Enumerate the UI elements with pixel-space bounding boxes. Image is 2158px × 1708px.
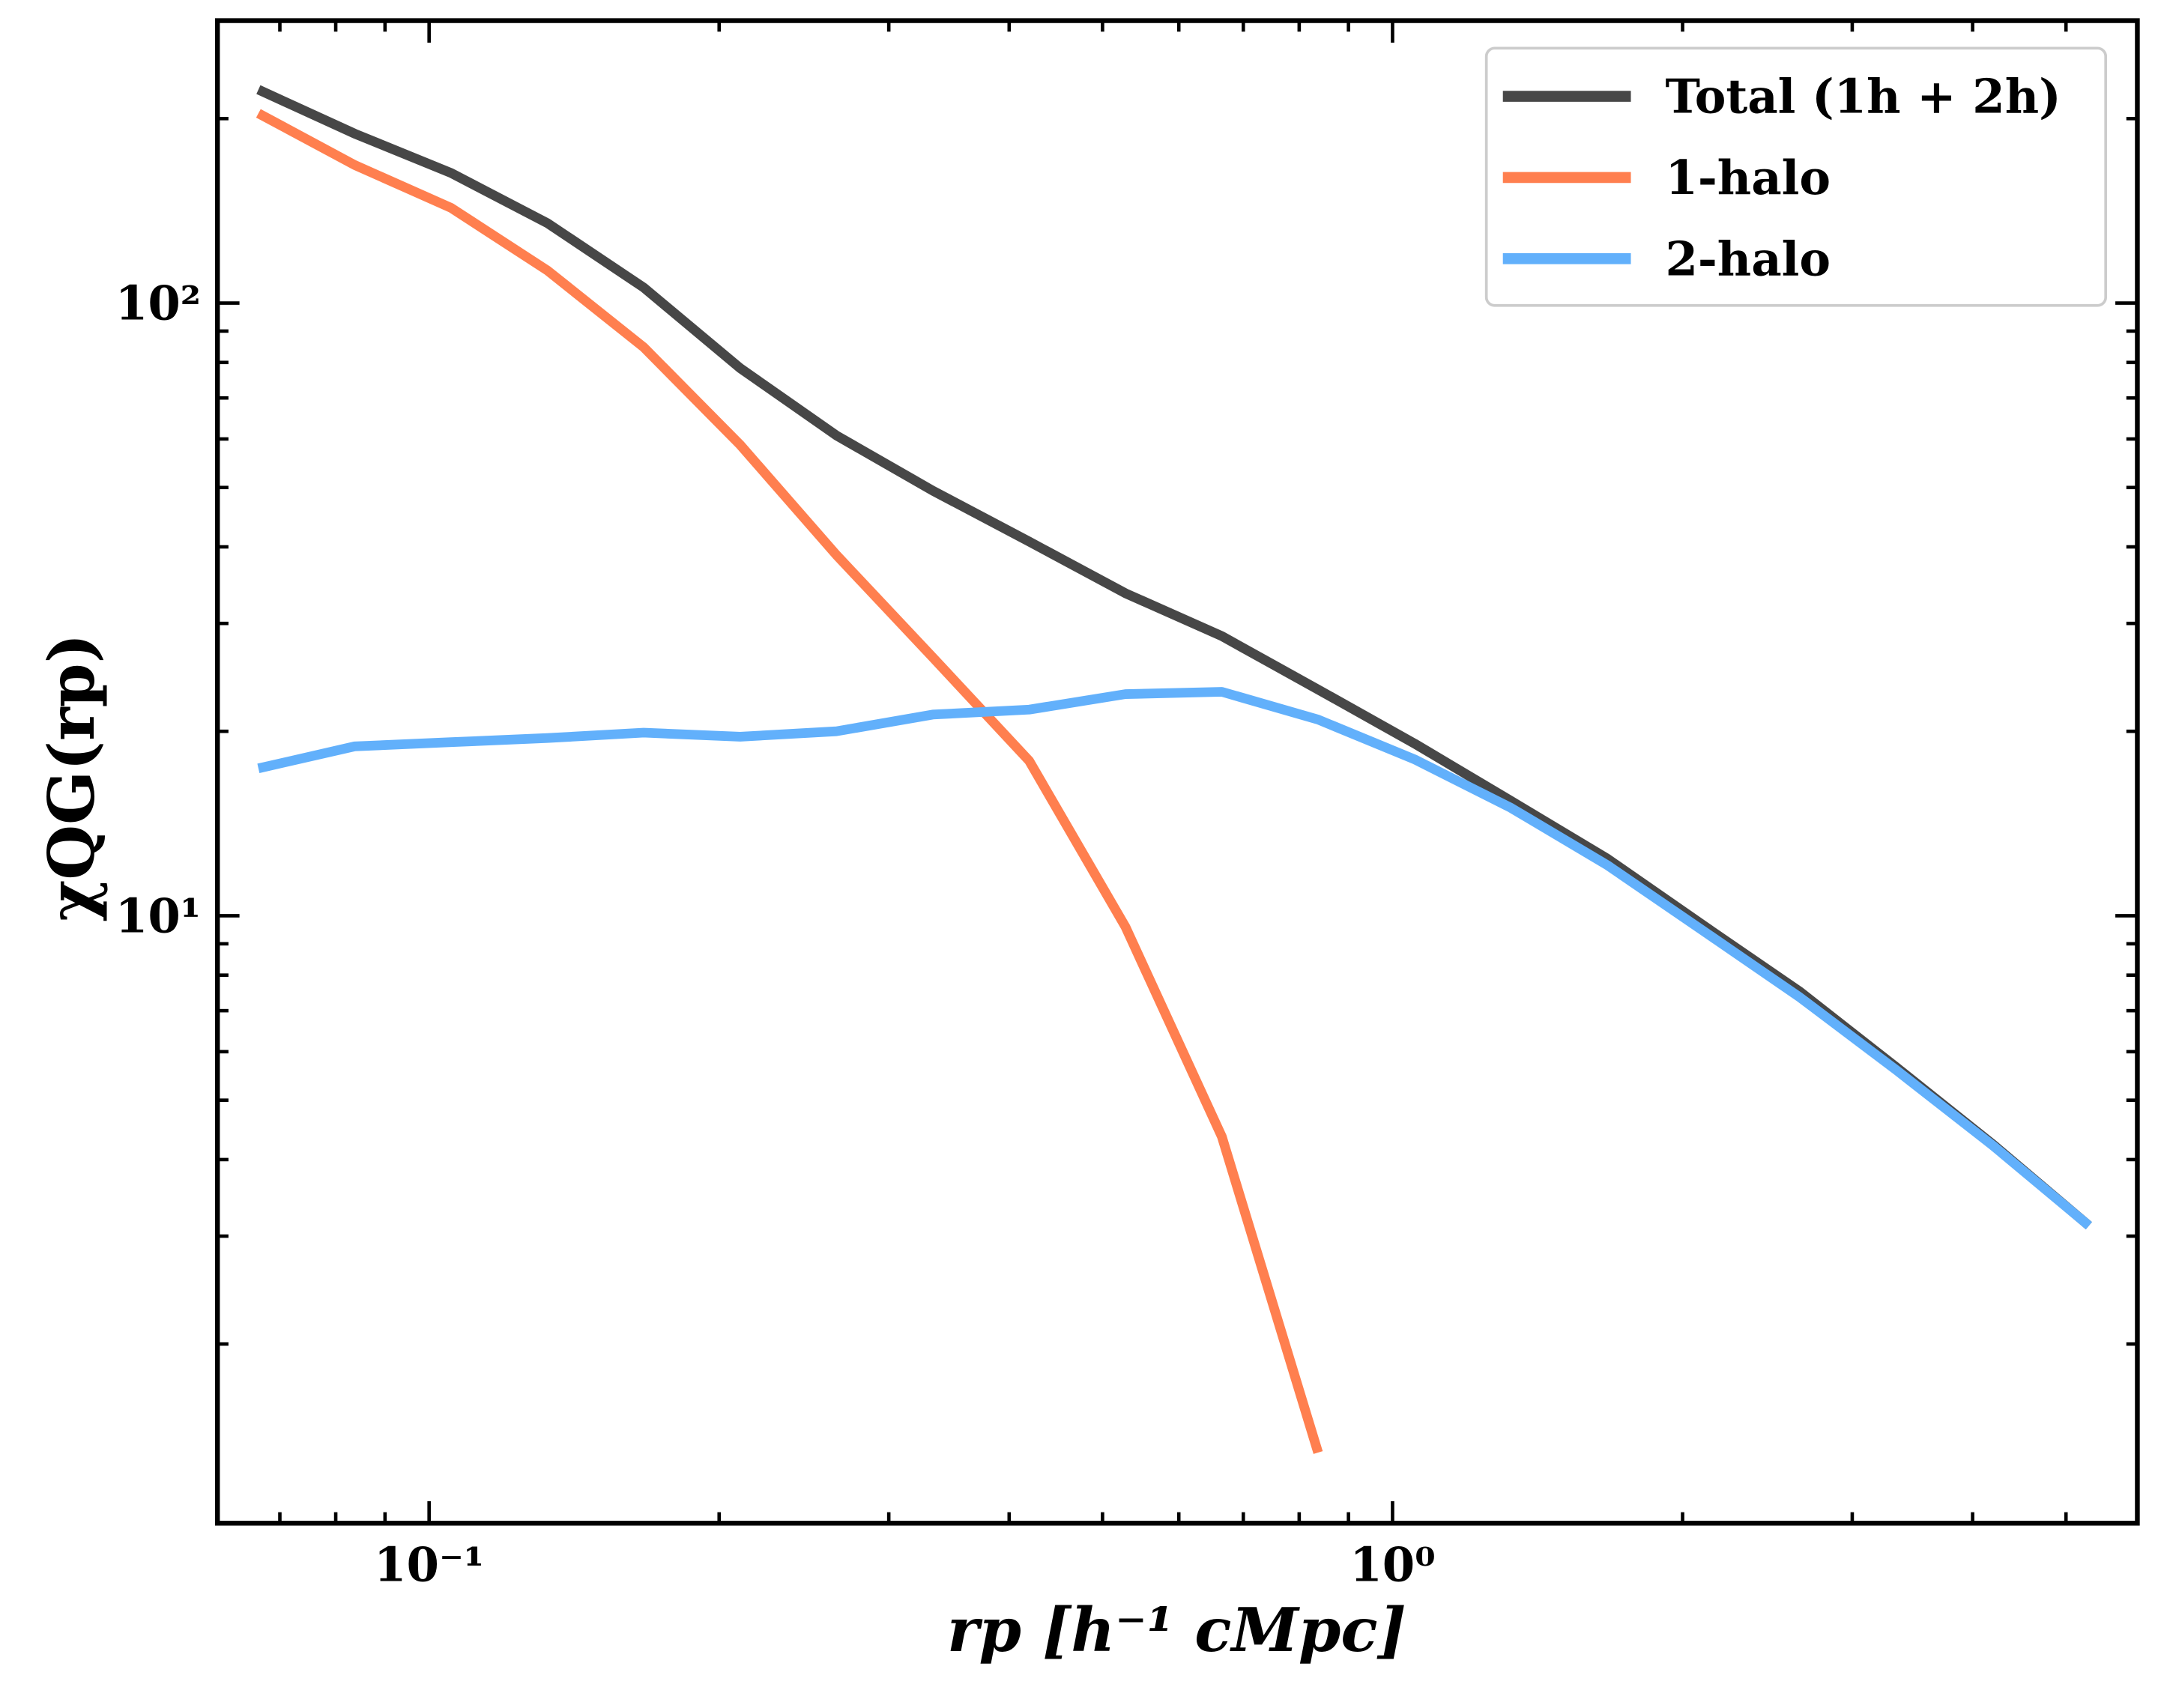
x-tick-label: 10⁻¹ bbox=[374, 1536, 484, 1592]
series-line bbox=[257, 687, 2092, 1230]
legend-box bbox=[1484, 46, 2108, 307]
legend-label: 2-halo bbox=[1665, 231, 1831, 286]
y-tick-label: 10² bbox=[115, 276, 201, 331]
legend-label: 1-halo bbox=[1665, 150, 1831, 205]
y-tick-label: 10¹ bbox=[115, 888, 201, 943]
series-line bbox=[256, 109, 1323, 1454]
y-axis-label: χQG(rp) bbox=[34, 633, 109, 921]
x-tick-label: 10⁰ bbox=[1349, 1536, 1435, 1592]
legend-label: Total (1h + 2h) bbox=[1665, 69, 2061, 124]
x-axis-label: rp [h⁻¹ cMpc] bbox=[947, 1595, 1406, 1666]
